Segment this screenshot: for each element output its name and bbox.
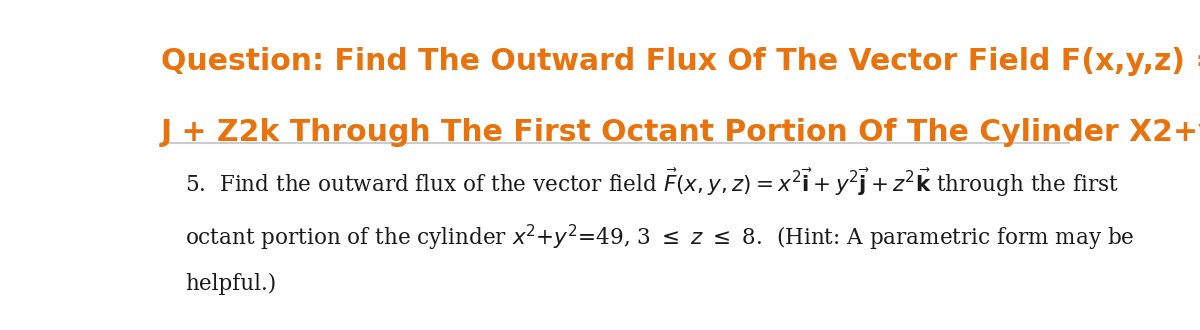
- Text: helpful.): helpful.): [185, 273, 276, 295]
- Text: Question: Find The Outward Flux Of The Vector Field F(x,y,z) = X2i + Y2: Question: Find The Outward Flux Of The V…: [161, 47, 1200, 76]
- Text: octant portion of the cylinder $x^2$+$y^2$=49, 3 $\leq$ $z$ $\leq$ 8.  (Hint: A : octant portion of the cylinder $x^2$+$y^…: [185, 222, 1135, 253]
- Text: 5.  Find the outward flux of the vector field $\vec{F}(x, y, z) = x^{2}\vec{\mat: 5. Find the outward flux of the vector f…: [185, 167, 1120, 199]
- Text: J + Z2k Through The First Octant Portion Of The Cylinder X2+y2=49, 3...: J + Z2k Through The First Octant Portion…: [161, 118, 1200, 148]
